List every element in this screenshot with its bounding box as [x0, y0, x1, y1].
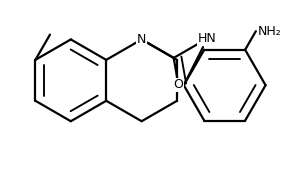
Text: N: N [137, 33, 146, 46]
Text: O: O [174, 78, 183, 91]
Text: HN: HN [198, 32, 217, 45]
Text: NH₂: NH₂ [258, 25, 281, 38]
